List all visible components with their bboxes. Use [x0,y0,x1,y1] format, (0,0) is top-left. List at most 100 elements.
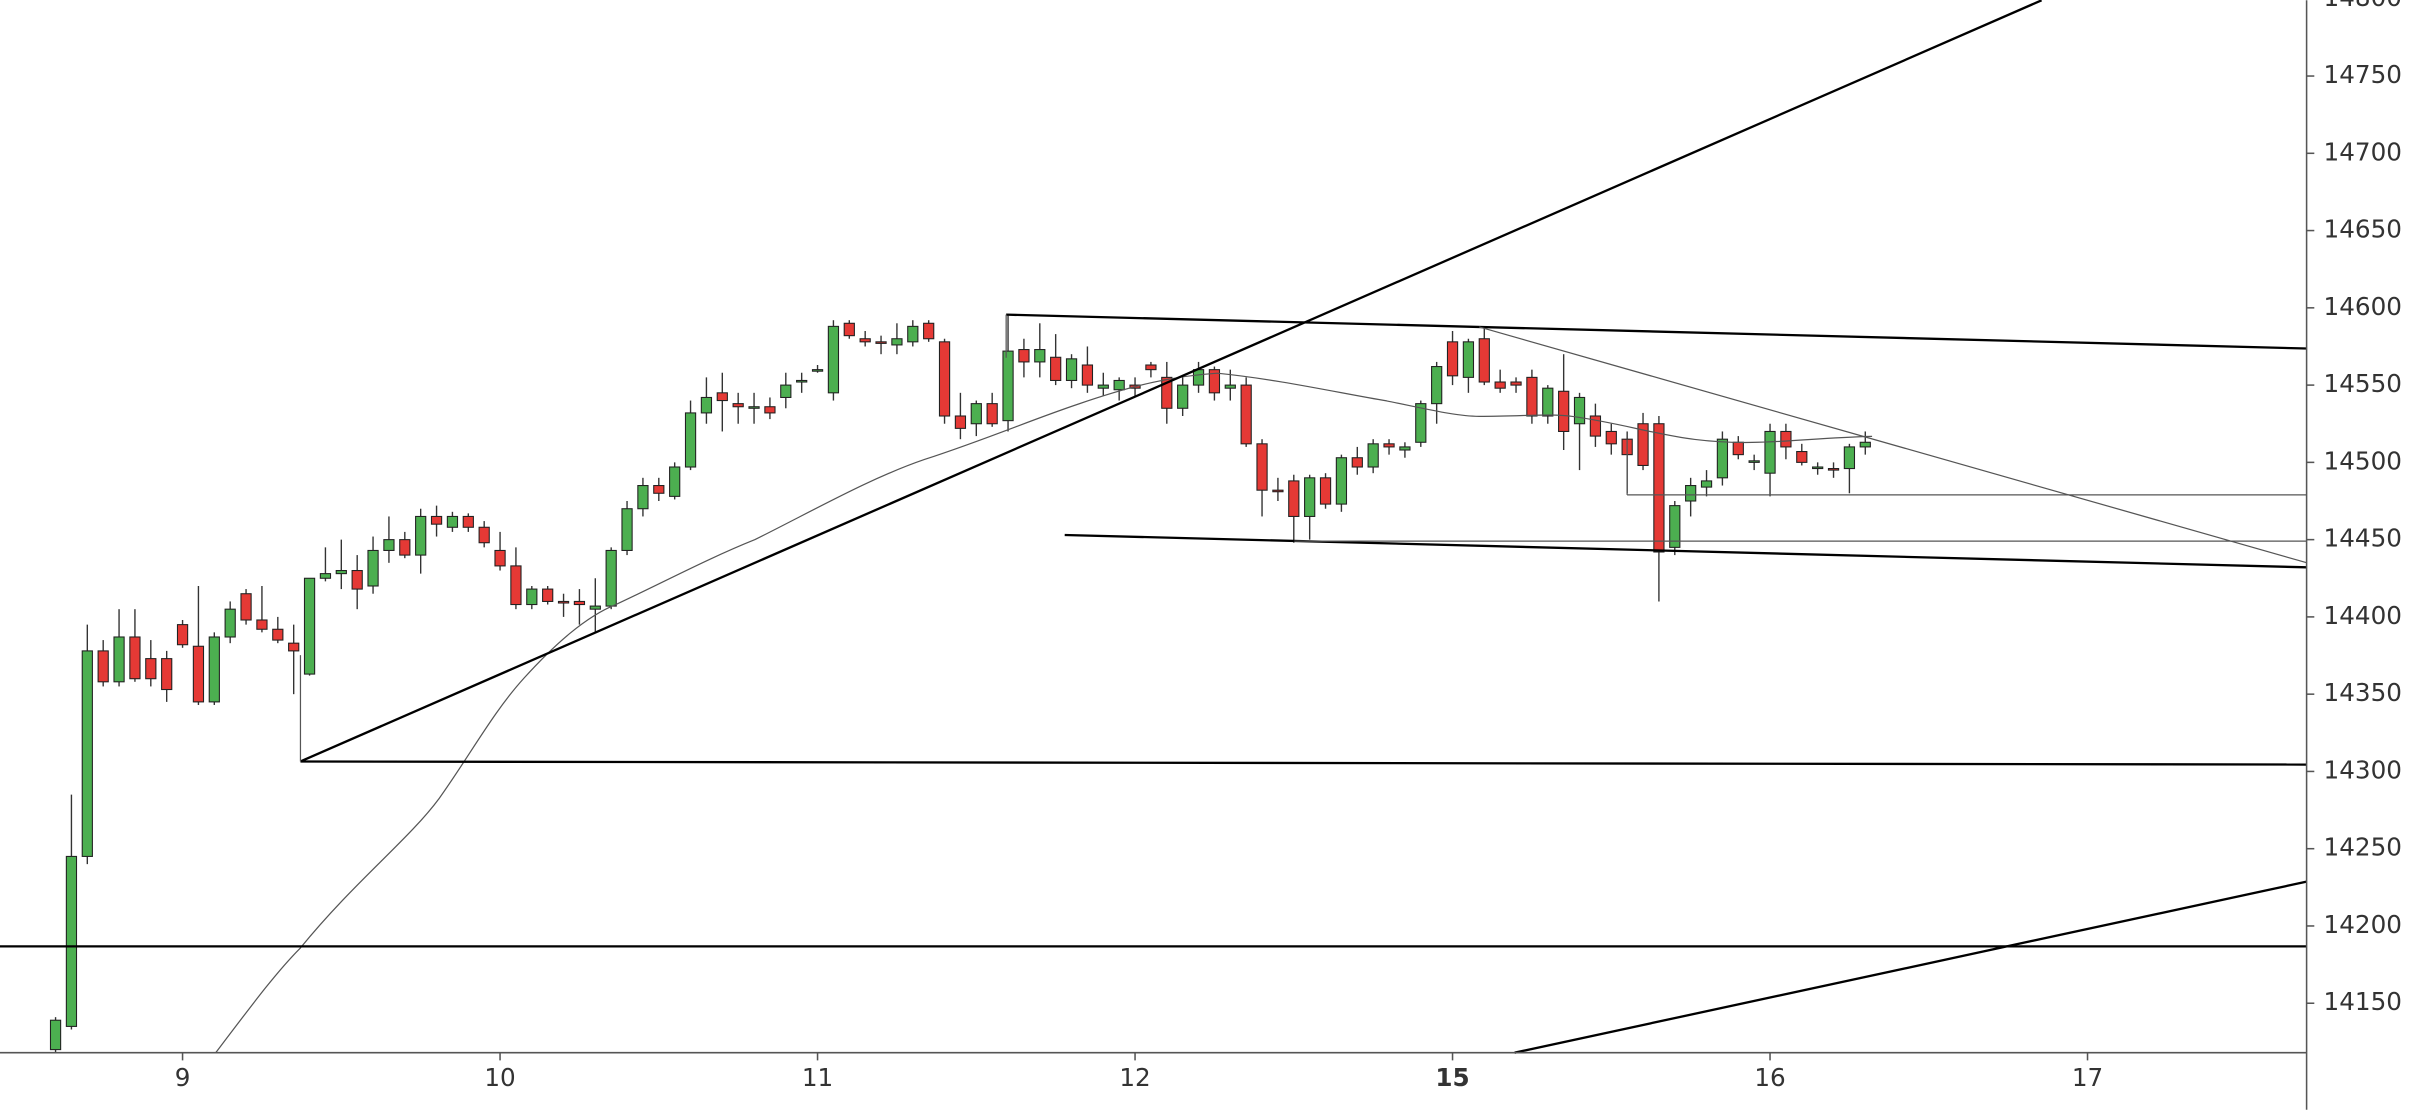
candle-body [748,406,760,409]
candle-body [478,526,490,544]
candle-body [1732,441,1744,456]
candle-body [811,369,824,372]
candle-body [1685,485,1697,502]
moving-average [215,372,1873,1054]
candle-body [716,392,728,402]
x-tick-label: 17 [2072,1063,2103,1092]
candle-body [1224,384,1236,389]
candle-body [335,569,347,575]
x-tick-label: 12 [1119,1063,1150,1092]
support-line [300,760,2307,766]
trend-line [1064,533,2307,569]
candle-body [1812,466,1824,470]
candle-body [1780,430,1792,448]
candle-body [1256,443,1268,491]
candle-body [1272,489,1284,493]
candle-body [399,539,411,556]
candle-body [462,515,474,528]
candle-body [621,508,633,551]
candle-body [1018,349,1030,363]
candle-body [1542,387,1554,417]
candle-body [1097,384,1109,389]
candle-body [891,338,903,346]
y-tick-label: 14500 [2324,446,2402,475]
candle-body [1462,341,1475,378]
candles [49,315,1871,1053]
candle-body [1351,457,1363,468]
trend-line [1006,313,2307,350]
candle-body [954,415,967,429]
candle-body [446,515,459,528]
candle-body [1304,477,1316,517]
candle-body [526,588,538,606]
candle-body [1843,446,1856,470]
y-tick-label: 14750 [2324,60,2402,89]
candle-body [1669,505,1681,548]
candle-body [923,322,935,340]
candle-body [1558,390,1570,432]
candle-body [1859,441,1871,448]
candle-body [796,379,808,383]
candle-body [1161,376,1173,409]
candle-body [1034,349,1046,363]
candle-body [510,565,522,606]
candle-body [430,515,443,525]
candle-body [1367,443,1379,468]
candle-body [1589,415,1602,437]
candle-body [288,642,300,652]
candle-body [684,412,697,468]
candle-body [161,658,173,691]
candle-body [605,549,617,607]
candle-body [415,515,427,556]
candle-body [732,403,744,408]
trend-line [1514,880,2307,1054]
candle-body [49,1019,62,1051]
y-tick-label: 14450 [2324,524,2402,553]
y-tick-label: 14350 [2324,678,2402,707]
candle-body [1526,376,1538,417]
x-tick-label: 11 [802,1063,833,1092]
candle-body [97,650,109,683]
candle-body [1700,480,1713,488]
candle-body [1827,468,1840,471]
candle-body [589,605,601,610]
candle-body [573,600,586,606]
candle-body [1383,443,1395,448]
candle-body [970,403,982,425]
candle-body [1637,423,1649,466]
candle-body [65,855,78,1027]
candle-body [1240,384,1252,445]
y-tick-label: 14200 [2324,910,2402,939]
candle-body [1431,366,1443,405]
candle-body [1716,438,1729,479]
candle-body [1415,403,1427,443]
y-tick-label: 14150 [2324,987,2402,1016]
candle-body [1573,396,1586,425]
candle-body [1653,423,1665,553]
candle-body [859,338,871,343]
candle-body [1510,381,1522,386]
candle-body [256,619,268,630]
candle-body [319,573,332,579]
candle-body [383,539,395,551]
candle-body [303,577,316,675]
candle-body [81,650,93,857]
candle-body [764,406,776,414]
candle-body [1605,430,1617,445]
candle-body [1319,477,1332,505]
candle-body [875,341,887,344]
candle-body [1192,369,1205,386]
y-tick-label: 14650 [2324,215,2402,244]
candle-body [1113,379,1125,391]
y-tick-label: 14400 [2324,601,2402,630]
candle-body [176,624,189,646]
candle-body [113,636,125,683]
x-tick-label: 15 [1435,1063,1469,1092]
candle-body [1335,457,1348,505]
candle-body [1764,430,1776,474]
candle-body [843,322,855,337]
candle-body [494,549,506,567]
candle-body [1399,446,1411,451]
candle-body [145,658,157,680]
